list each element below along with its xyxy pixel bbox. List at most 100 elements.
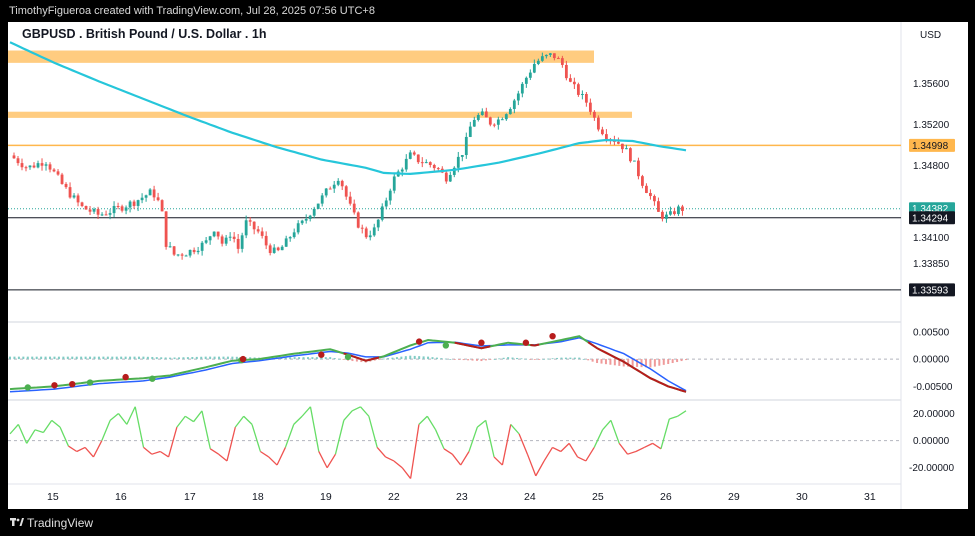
chart-area[interactable]: GBPUSD . British Pound / U.S. Dollar . 1…: [8, 22, 968, 509]
candle-body: [236, 238, 240, 249]
candle-body: [248, 220, 252, 222]
resistance-price-text: 1.34998: [912, 141, 949, 152]
candle-body: [376, 219, 380, 228]
candle-body: [96, 209, 100, 215]
macd-cross-dot: [442, 342, 450, 349]
oscillator-segment: [84, 446, 94, 458]
candle-body: [604, 134, 608, 140]
candle-body: [100, 214, 104, 216]
macd-hist-bar: [378, 359, 381, 360]
macd-hist-bar: [35, 356, 38, 360]
candle-body: [56, 171, 60, 175]
oscillator-segment: [92, 440, 103, 458]
macd-cross-dot: [24, 384, 31, 391]
candle-body: [492, 124, 496, 126]
oscillator-segment: [368, 416, 378, 448]
oscillator-segment: [17, 424, 28, 444]
macd-hist-bar: [84, 356, 87, 360]
macd-hist-bar: [387, 358, 390, 360]
oscillator-segment: [117, 413, 128, 425]
candle-body: [256, 229, 260, 232]
x-tick: 16: [115, 491, 127, 503]
macd-hist-bar: [231, 356, 234, 360]
candle-body: [456, 156, 460, 168]
oscillator-segment: [393, 460, 403, 469]
oscillator-segment: [234, 415, 245, 428]
oscillator-segment: [543, 447, 554, 462]
candle-body: [136, 200, 140, 206]
oscillator-segment: [109, 413, 119, 421]
macd-hist-bar: [538, 359, 541, 360]
oscillator-segment: [193, 410, 203, 423]
price-tick: 1.35200: [913, 120, 950, 131]
candle-body: [560, 58, 564, 65]
oscillator-segment: [184, 415, 194, 423]
candle-body: [112, 205, 116, 214]
macd-hist-bar: [360, 359, 363, 363]
oscillator-segment: [201, 410, 211, 449]
resistance-price-badge: [909, 138, 955, 152]
candle-body: [72, 195, 76, 198]
macd-hist-bar: [627, 359, 630, 367]
x-tick: 29: [728, 491, 740, 503]
candle-body: [621, 143, 624, 150]
candle-body: [540, 56, 544, 61]
oscillator-segment: [451, 453, 462, 466]
macd-cross-dots: [24, 332, 687, 393]
x-tick: 18: [252, 491, 264, 503]
macd-bearish-segment: [587, 341, 687, 393]
oscillator-segment: [376, 446, 387, 458]
candle-body: [124, 207, 128, 211]
candle-body: [244, 220, 248, 236]
macd-hist-bar: [467, 359, 470, 361]
macd-hist-bar: [453, 359, 456, 360]
candle-body: [20, 163, 24, 168]
macd-hist-bar: [226, 356, 229, 360]
candle-body: [364, 228, 368, 238]
macd-hist-bar: [507, 357, 510, 360]
oscillator-segment: [409, 424, 420, 479]
candle-body: [649, 192, 652, 197]
candle-body: [596, 117, 600, 130]
macd-hist-bar: [502, 357, 505, 360]
candle-body: [657, 201, 660, 212]
macd-cross-dot: [478, 339, 485, 346]
oscillator-segment: [101, 420, 111, 441]
candle-body: [128, 201, 132, 208]
macd-hist-bar: [235, 356, 238, 360]
macd-hist-bar: [169, 357, 172, 360]
supply-zone-middle: [8, 111, 632, 118]
macd-cross-dot: [149, 375, 156, 382]
macd-hist-bar: [13, 356, 16, 360]
time-axis[interactable]: 15 16 17 18 19 22 23 24 25 26 29 30 31: [47, 491, 876, 503]
x-tick: 24: [524, 491, 536, 503]
candle-body: [669, 211, 672, 215]
candle-body: [424, 162, 428, 164]
macd-bearish-segment: [530, 343, 540, 347]
macd-hist-bar: [97, 356, 100, 360]
candle-body: [352, 203, 356, 213]
candle-body: [673, 211, 676, 215]
macd-hist-bar: [178, 357, 180, 360]
candle-body: [625, 148, 628, 150]
macd-hist-bar: [351, 359, 354, 362]
candle-body: [504, 114, 508, 120]
candle-body: [204, 240, 208, 243]
candle-body: [104, 214, 108, 216]
candle-body: [32, 165, 36, 168]
macd-hist-bar: [520, 358, 523, 360]
macd-hist-bar: [395, 357, 398, 360]
macd-hist-bar: [475, 359, 478, 361]
candle-body: [653, 196, 656, 202]
macd-hist-bar: [298, 357, 301, 360]
candle-body: [629, 148, 632, 162]
candle-body: [200, 242, 204, 251]
candle-body: [168, 246, 172, 248]
oscillator-segment: [284, 424, 295, 448]
currency-label: USD: [920, 30, 941, 41]
line-price-badge-1: [909, 211, 955, 225]
oscillator-segment: [293, 415, 303, 425]
chart-svg[interactable]: GBPUSD . British Pound / U.S. Dollar . 1…: [8, 22, 968, 509]
candle-body: [36, 163, 40, 168]
candle-body: [464, 136, 468, 156]
